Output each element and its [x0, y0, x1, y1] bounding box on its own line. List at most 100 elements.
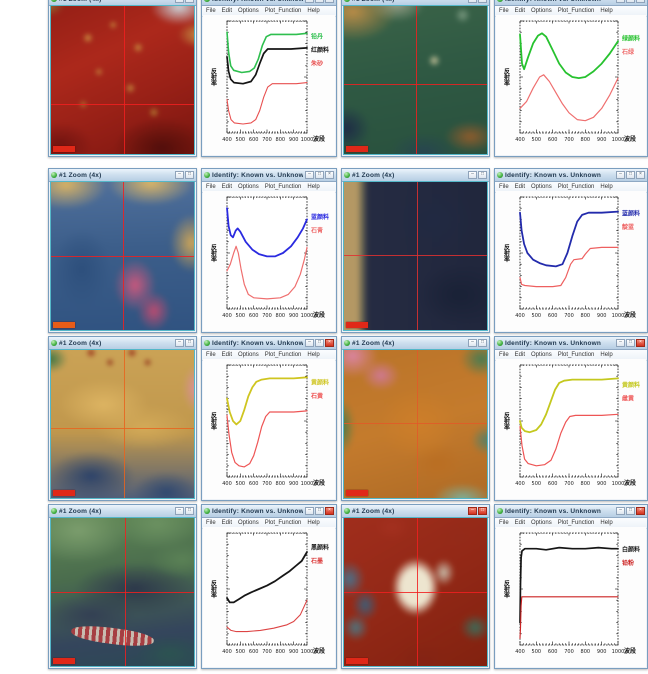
minimize-button[interactable]: –: [175, 0, 184, 3]
zoom-window-titlebar[interactable]: #1 Zoom (4x) – □: [342, 169, 489, 182]
maximize-button[interactable]: □: [185, 171, 194, 179]
menu-item-plot_function[interactable]: Plot_Function: [264, 8, 302, 14]
identify-window-r1c2[interactable]: Identify: Known vs. Unknown – □ × File Ed…: [494, 0, 648, 157]
maximize-button[interactable]: □: [478, 507, 487, 515]
menu-item-plot_function[interactable]: Plot_Function: [557, 520, 595, 526]
menu-item-help[interactable]: Help: [600, 352, 613, 358]
menu-item-edit[interactable]: Edit: [514, 520, 526, 526]
close-button[interactable]: ×: [325, 171, 334, 179]
identify-window-titlebar[interactable]: Identify: Known vs. Unknown – □ ×: [495, 0, 647, 6]
identify-window-r3c1[interactable]: Identify: Known vs. Unknown – □ × File Ed…: [201, 336, 337, 501]
maximize-button[interactable]: □: [185, 0, 194, 3]
minimize-button[interactable]: –: [175, 171, 184, 179]
sample-image[interactable]: [50, 5, 195, 155]
menu-item-options[interactable]: Options: [531, 8, 552, 14]
menu-item-file[interactable]: File: [206, 520, 216, 526]
zoom-window-r3c1[interactable]: #1 Zoom (4x) – □: [48, 336, 197, 501]
minimize-button[interactable]: –: [305, 507, 314, 515]
maximize-button[interactable]: □: [478, 0, 487, 3]
zoom-window-r4c2[interactable]: #1 Zoom (4x) – □: [341, 504, 490, 669]
menu-item-options[interactable]: Options: [531, 352, 552, 358]
maximize-button[interactable]: □: [315, 339, 324, 347]
menu-item-help[interactable]: Help: [307, 8, 320, 14]
minimize-button[interactable]: –: [175, 339, 184, 347]
sample-image[interactable]: [50, 517, 195, 667]
maximize-button[interactable]: □: [626, 171, 635, 179]
menu-item-edit[interactable]: Edit: [221, 8, 233, 14]
menu-item-help[interactable]: Help: [600, 8, 613, 14]
spectral-plot[interactable]: 400 500 600 700 800 900 1000 反射率 波段 蓝颜料 石青: [203, 191, 335, 331]
menu-item-options[interactable]: Options: [238, 8, 259, 14]
zoom-window-r2c2[interactable]: #1 Zoom (4x) – □: [341, 168, 490, 333]
zoom-window-r4c1[interactable]: #1 Zoom (4x) – □: [48, 504, 197, 669]
menu-item-help[interactable]: Help: [600, 520, 613, 526]
minimize-button[interactable]: –: [305, 0, 314, 3]
menu-item-help[interactable]: Help: [307, 520, 320, 526]
sample-image[interactable]: [343, 349, 488, 499]
identify-window-titlebar[interactable]: Identify: Known vs. Unknown – □ ×: [202, 505, 336, 518]
menu-item-options[interactable]: Options: [238, 352, 259, 358]
menu-item-plot_function[interactable]: Plot_Function: [557, 184, 595, 190]
minimize-button[interactable]: –: [468, 507, 477, 515]
menu-item-edit[interactable]: Edit: [514, 8, 526, 14]
minimize-button[interactable]: –: [616, 339, 625, 347]
spectral-plot[interactable]: 400 500 600 700 800 900 1000 反射率 波段 绿颜料 石绿: [496, 15, 646, 155]
identify-window-titlebar[interactable]: Identify: Known vs. Unknown – □ ×: [202, 337, 336, 350]
minimize-button[interactable]: –: [616, 171, 625, 179]
zoom-window-r1c1[interactable]: #1 Zoom (4x) – □: [48, 0, 197, 157]
menu-item-edit[interactable]: Edit: [514, 352, 526, 358]
identify-window-r2c1[interactable]: Identify: Known vs. Unknown – □ × File Ed…: [201, 168, 337, 333]
close-button[interactable]: ×: [325, 507, 334, 515]
menu-item-file[interactable]: File: [499, 352, 509, 358]
menu-item-options[interactable]: Options: [531, 520, 552, 526]
maximize-button[interactable]: □: [185, 339, 194, 347]
menu-item-plot_function[interactable]: Plot_Function: [557, 352, 595, 358]
close-button[interactable]: ×: [636, 507, 645, 515]
minimize-button[interactable]: –: [468, 0, 477, 3]
identify-window-titlebar[interactable]: Identify: Known vs. Unknown – □ ×: [202, 0, 336, 6]
menu-item-file[interactable]: File: [499, 8, 509, 14]
minimize-button[interactable]: –: [305, 171, 314, 179]
spectral-plot[interactable]: 400 500 600 700 800 900 1000 反射率 波段 黄颜料 石黄: [203, 359, 335, 499]
close-button[interactable]: ×: [325, 0, 334, 3]
menu-item-help[interactable]: Help: [307, 184, 320, 190]
sample-image[interactable]: [343, 517, 488, 667]
menu-item-help[interactable]: Help: [600, 184, 613, 190]
sample-image[interactable]: [50, 181, 195, 331]
sample-image[interactable]: [343, 5, 488, 155]
menu-item-options[interactable]: Options: [238, 520, 259, 526]
menu-item-plot_function[interactable]: Plot_Function: [557, 8, 595, 14]
zoom-window-r3c2[interactable]: #1 Zoom (4x) – □: [341, 336, 490, 501]
menu-item-plot_function[interactable]: Plot_Function: [264, 352, 302, 358]
maximize-button[interactable]: □: [315, 171, 324, 179]
maximize-button[interactable]: □: [478, 171, 487, 179]
maximize-button[interactable]: □: [185, 507, 194, 515]
close-button[interactable]: ×: [636, 171, 645, 179]
minimize-button[interactable]: –: [468, 339, 477, 347]
maximize-button[interactable]: □: [626, 339, 635, 347]
identify-window-r4c2[interactable]: Identify: Known vs. Unknown – □ × File Ed…: [494, 504, 648, 669]
spectral-plot[interactable]: 400 500 600 700 800 900 1000 反射率 波段 黑颜料 石墨: [203, 527, 335, 667]
maximize-button[interactable]: □: [478, 339, 487, 347]
menu-item-file[interactable]: File: [206, 184, 216, 190]
menu-item-edit[interactable]: Edit: [221, 520, 233, 526]
identify-window-titlebar[interactable]: Identify: Known vs. Unknown – □ ×: [495, 337, 647, 350]
menu-item-options[interactable]: Options: [531, 184, 552, 190]
menu-item-edit[interactable]: Edit: [221, 184, 233, 190]
maximize-button[interactable]: □: [315, 0, 324, 3]
maximize-button[interactable]: □: [315, 507, 324, 515]
menu-item-edit[interactable]: Edit: [221, 352, 233, 358]
identify-window-r3c2[interactable]: Identify: Known vs. Unknown – □ × File Ed…: [494, 336, 648, 501]
maximize-button[interactable]: □: [626, 0, 635, 3]
identify-window-titlebar[interactable]: Identify: Known vs. Unknown – □ ×: [202, 169, 336, 182]
close-button[interactable]: ×: [636, 0, 645, 3]
minimize-button[interactable]: –: [616, 507, 625, 515]
identify-window-titlebar[interactable]: Identify: Known vs. Unknown – □ ×: [495, 169, 647, 182]
zoom-window-r2c1[interactable]: #1 Zoom (4x) – □: [48, 168, 197, 333]
maximize-button[interactable]: □: [626, 507, 635, 515]
minimize-button[interactable]: –: [468, 171, 477, 179]
menu-item-edit[interactable]: Edit: [514, 184, 526, 190]
minimize-button[interactable]: –: [305, 339, 314, 347]
menu-item-file[interactable]: File: [206, 352, 216, 358]
sample-image[interactable]: [50, 349, 195, 499]
